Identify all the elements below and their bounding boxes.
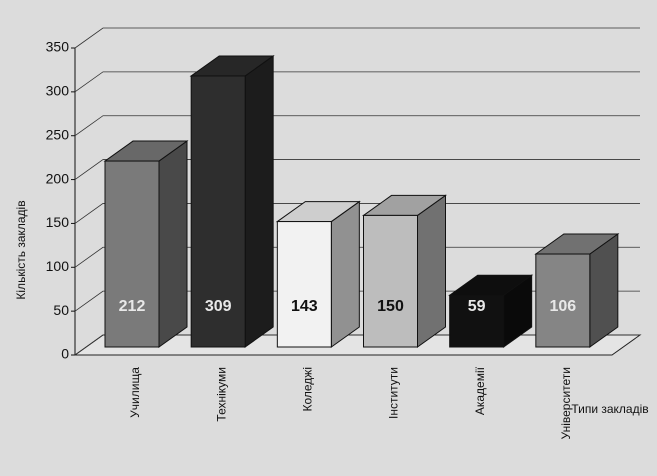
- grid-line: [74, 115, 640, 137]
- grid-line: [74, 27, 640, 49]
- bar-side: [417, 194, 446, 348]
- grid-line: [74, 203, 640, 224]
- bar: [534, 233, 620, 348]
- y-tick-label: 150: [46, 214, 70, 230]
- bar-front: [363, 214, 418, 348]
- bar-side: [330, 200, 360, 348]
- bar-front: [276, 221, 332, 348]
- grid-line: [74, 71, 640, 93]
- y-tick-label: 350: [46, 39, 70, 55]
- bar: [103, 140, 189, 348]
- bar-front: [535, 253, 591, 348]
- y-tick-label: 100: [46, 258, 70, 274]
- value-label: 150: [377, 298, 404, 315]
- bar-side: [158, 140, 188, 348]
- bar-front: [449, 294, 505, 348]
- y-tick-label: 50: [53, 302, 69, 318]
- value-label: 212: [119, 298, 146, 315]
- y-axis-label: Кількість закладів: [14, 200, 28, 299]
- bar: [189, 54, 275, 348]
- bar-front: [104, 160, 160, 348]
- x-axis-label: Типи закладів: [571, 402, 648, 416]
- x-tick-label: Коледжі: [301, 367, 315, 412]
- value-label: 59: [468, 298, 486, 315]
- x-tick-label: Університети: [559, 367, 573, 440]
- bar: [275, 200, 361, 348]
- y-tick-label: 250: [46, 126, 70, 142]
- grid-line: [74, 246, 640, 268]
- value-label: 309: [205, 298, 232, 315]
- y-tick-label: 300: [46, 83, 70, 99]
- x-tick-label: Технікуми: [214, 367, 228, 422]
- bar-side: [244, 54, 274, 348]
- value-label: 143: [291, 298, 318, 315]
- bar: [448, 274, 534, 348]
- y-tick-label: 0: [61, 346, 69, 362]
- x-tick-label: Академії: [473, 366, 487, 415]
- value-label: 106: [549, 298, 576, 315]
- grid-line: [74, 159, 640, 180]
- bar-front: [190, 75, 246, 348]
- x-tick-label: Училища: [128, 367, 142, 418]
- x-tick-label: Інститути: [387, 367, 401, 419]
- bar: [361, 194, 448, 348]
- y-tick-label: 200: [46, 170, 70, 186]
